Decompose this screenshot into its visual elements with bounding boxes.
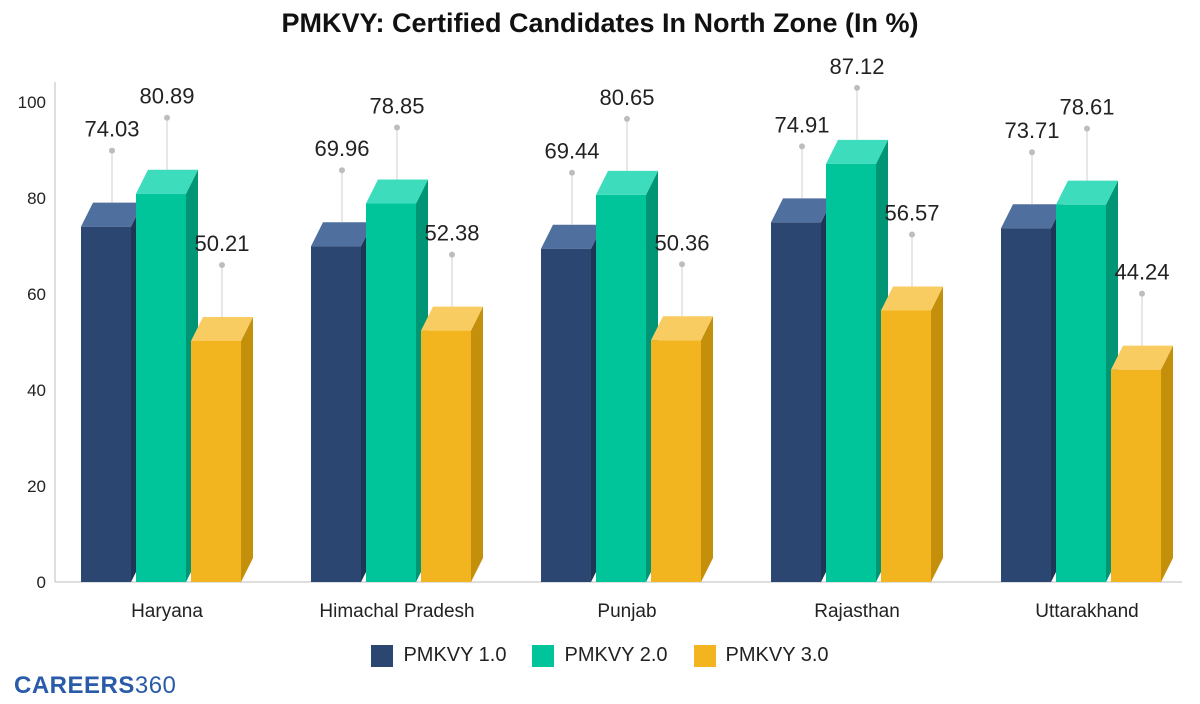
bar-top: [421, 306, 483, 331]
legend-label: PMKVY 3.0: [725, 644, 829, 666]
bars: [81, 139, 1173, 583]
data-label: 74.91: [774, 112, 829, 137]
leader-dot: [109, 147, 115, 154]
bar-top: [311, 222, 373, 247]
bar-side: [701, 316, 713, 582]
bar: [136, 193, 186, 582]
leader-dot: [569, 169, 575, 176]
legend-item-pmkvy-2[interactable]: PMKVY 2.0: [532, 644, 668, 667]
bar-side: [471, 306, 483, 582]
legend: PMKVY 1.0 PMKVY 2.0 PMKVY 3.0: [0, 644, 1200, 667]
legend-item-pmkvy-3[interactable]: PMKVY 3.0: [693, 644, 829, 667]
data-label: 80.89: [139, 84, 194, 109]
bar: [826, 163, 876, 582]
x-tick-label: Uttarakhand: [1035, 601, 1139, 622]
bar-top: [881, 286, 943, 311]
data-label: 78.85: [369, 94, 424, 119]
legend-swatch: [693, 644, 716, 667]
y-tick-label: 100: [18, 93, 46, 112]
leader-dot: [624, 115, 630, 122]
bar: [311, 246, 361, 582]
leader-dot: [449, 251, 455, 258]
leader-dot: [679, 261, 685, 268]
x-tick-label: Punjab: [597, 601, 656, 622]
leader-dot: [1139, 290, 1145, 297]
bar: [191, 340, 241, 582]
leader-dot: [164, 114, 170, 121]
bar-top: [366, 179, 428, 204]
y-tick-labels: 0 20 40 60 80 100: [18, 93, 46, 592]
x-tick-labels: Haryana Himachal Pradesh Punjab Rajasthan Ut…: [131, 601, 1139, 622]
chart-title: PMKVY: Certified Candidates In North Zon…: [281, 8, 919, 38]
bar-top: [1111, 345, 1173, 370]
bar: [596, 194, 646, 582]
y-tick-label: 40: [27, 381, 46, 400]
bar: [771, 222, 821, 582]
y-tick-label: 20: [27, 477, 46, 496]
bar-side: [241, 316, 253, 582]
bar-top: [81, 202, 143, 227]
leader-dot: [909, 231, 915, 238]
bar: [651, 340, 701, 582]
bar: [81, 226, 131, 582]
leader-dot: [394, 124, 400, 131]
bar: [541, 248, 591, 583]
bar: [881, 310, 931, 582]
bar-top: [1001, 204, 1063, 229]
data-label: 73.71: [1004, 118, 1059, 143]
x-tick-label: Rajasthan: [814, 601, 900, 622]
bar: [1001, 228, 1051, 582]
bar: [1056, 204, 1106, 582]
leader-dot: [854, 84, 860, 91]
x-tick-label: Himachal Pradesh: [319, 601, 474, 622]
legend-label: PMKVY 2.0: [564, 644, 668, 666]
brand-number: 360: [134, 672, 177, 699]
y-tick-label: 0: [37, 573, 46, 592]
data-label: 69.96: [314, 136, 369, 161]
data-label: 44.24: [1114, 260, 1169, 285]
data-label: 69.44: [544, 139, 599, 164]
bar-top: [651, 316, 713, 341]
x-tick-label: Haryana: [131, 601, 203, 622]
leader-dot: [339, 167, 345, 174]
bar-top: [1056, 180, 1118, 205]
data-label: 78.61: [1059, 95, 1114, 120]
leader-dot: [799, 143, 805, 150]
bar-side: [931, 286, 943, 582]
legend-swatch: [532, 644, 555, 667]
data-label: 74.03: [84, 117, 139, 142]
bar-top: [541, 224, 603, 249]
data-label: 80.65: [599, 85, 654, 110]
legend-item-pmkvy-1[interactable]: PMKVY 1.0: [371, 644, 506, 667]
bar-top: [596, 170, 658, 195]
leader-dot: [219, 261, 225, 268]
bar: [366, 203, 416, 582]
brand-word: CAREERS: [14, 672, 135, 699]
y-tick-label: 80: [27, 189, 46, 208]
legend-label: PMKVY 1.0: [403, 644, 507, 666]
legend-swatch: [371, 644, 394, 667]
data-label: 52.38: [424, 221, 479, 246]
bar-top: [191, 316, 253, 341]
y-tick-label: 60: [27, 285, 46, 304]
data-label: 50.21: [194, 231, 249, 256]
bar: [1111, 369, 1161, 582]
data-label: 50.36: [654, 230, 709, 255]
data-label: 87.12: [829, 54, 884, 79]
brand-logo: CAREERS360: [14, 672, 176, 700]
bar: [421, 330, 471, 582]
bar-top: [136, 169, 198, 194]
bar-side: [1161, 345, 1173, 582]
bar-top: [826, 139, 888, 164]
leader-dot: [1084, 125, 1090, 132]
bar-top: [771, 198, 833, 223]
data-label: 56.57: [884, 200, 939, 225]
leader-dot: [1029, 149, 1035, 156]
